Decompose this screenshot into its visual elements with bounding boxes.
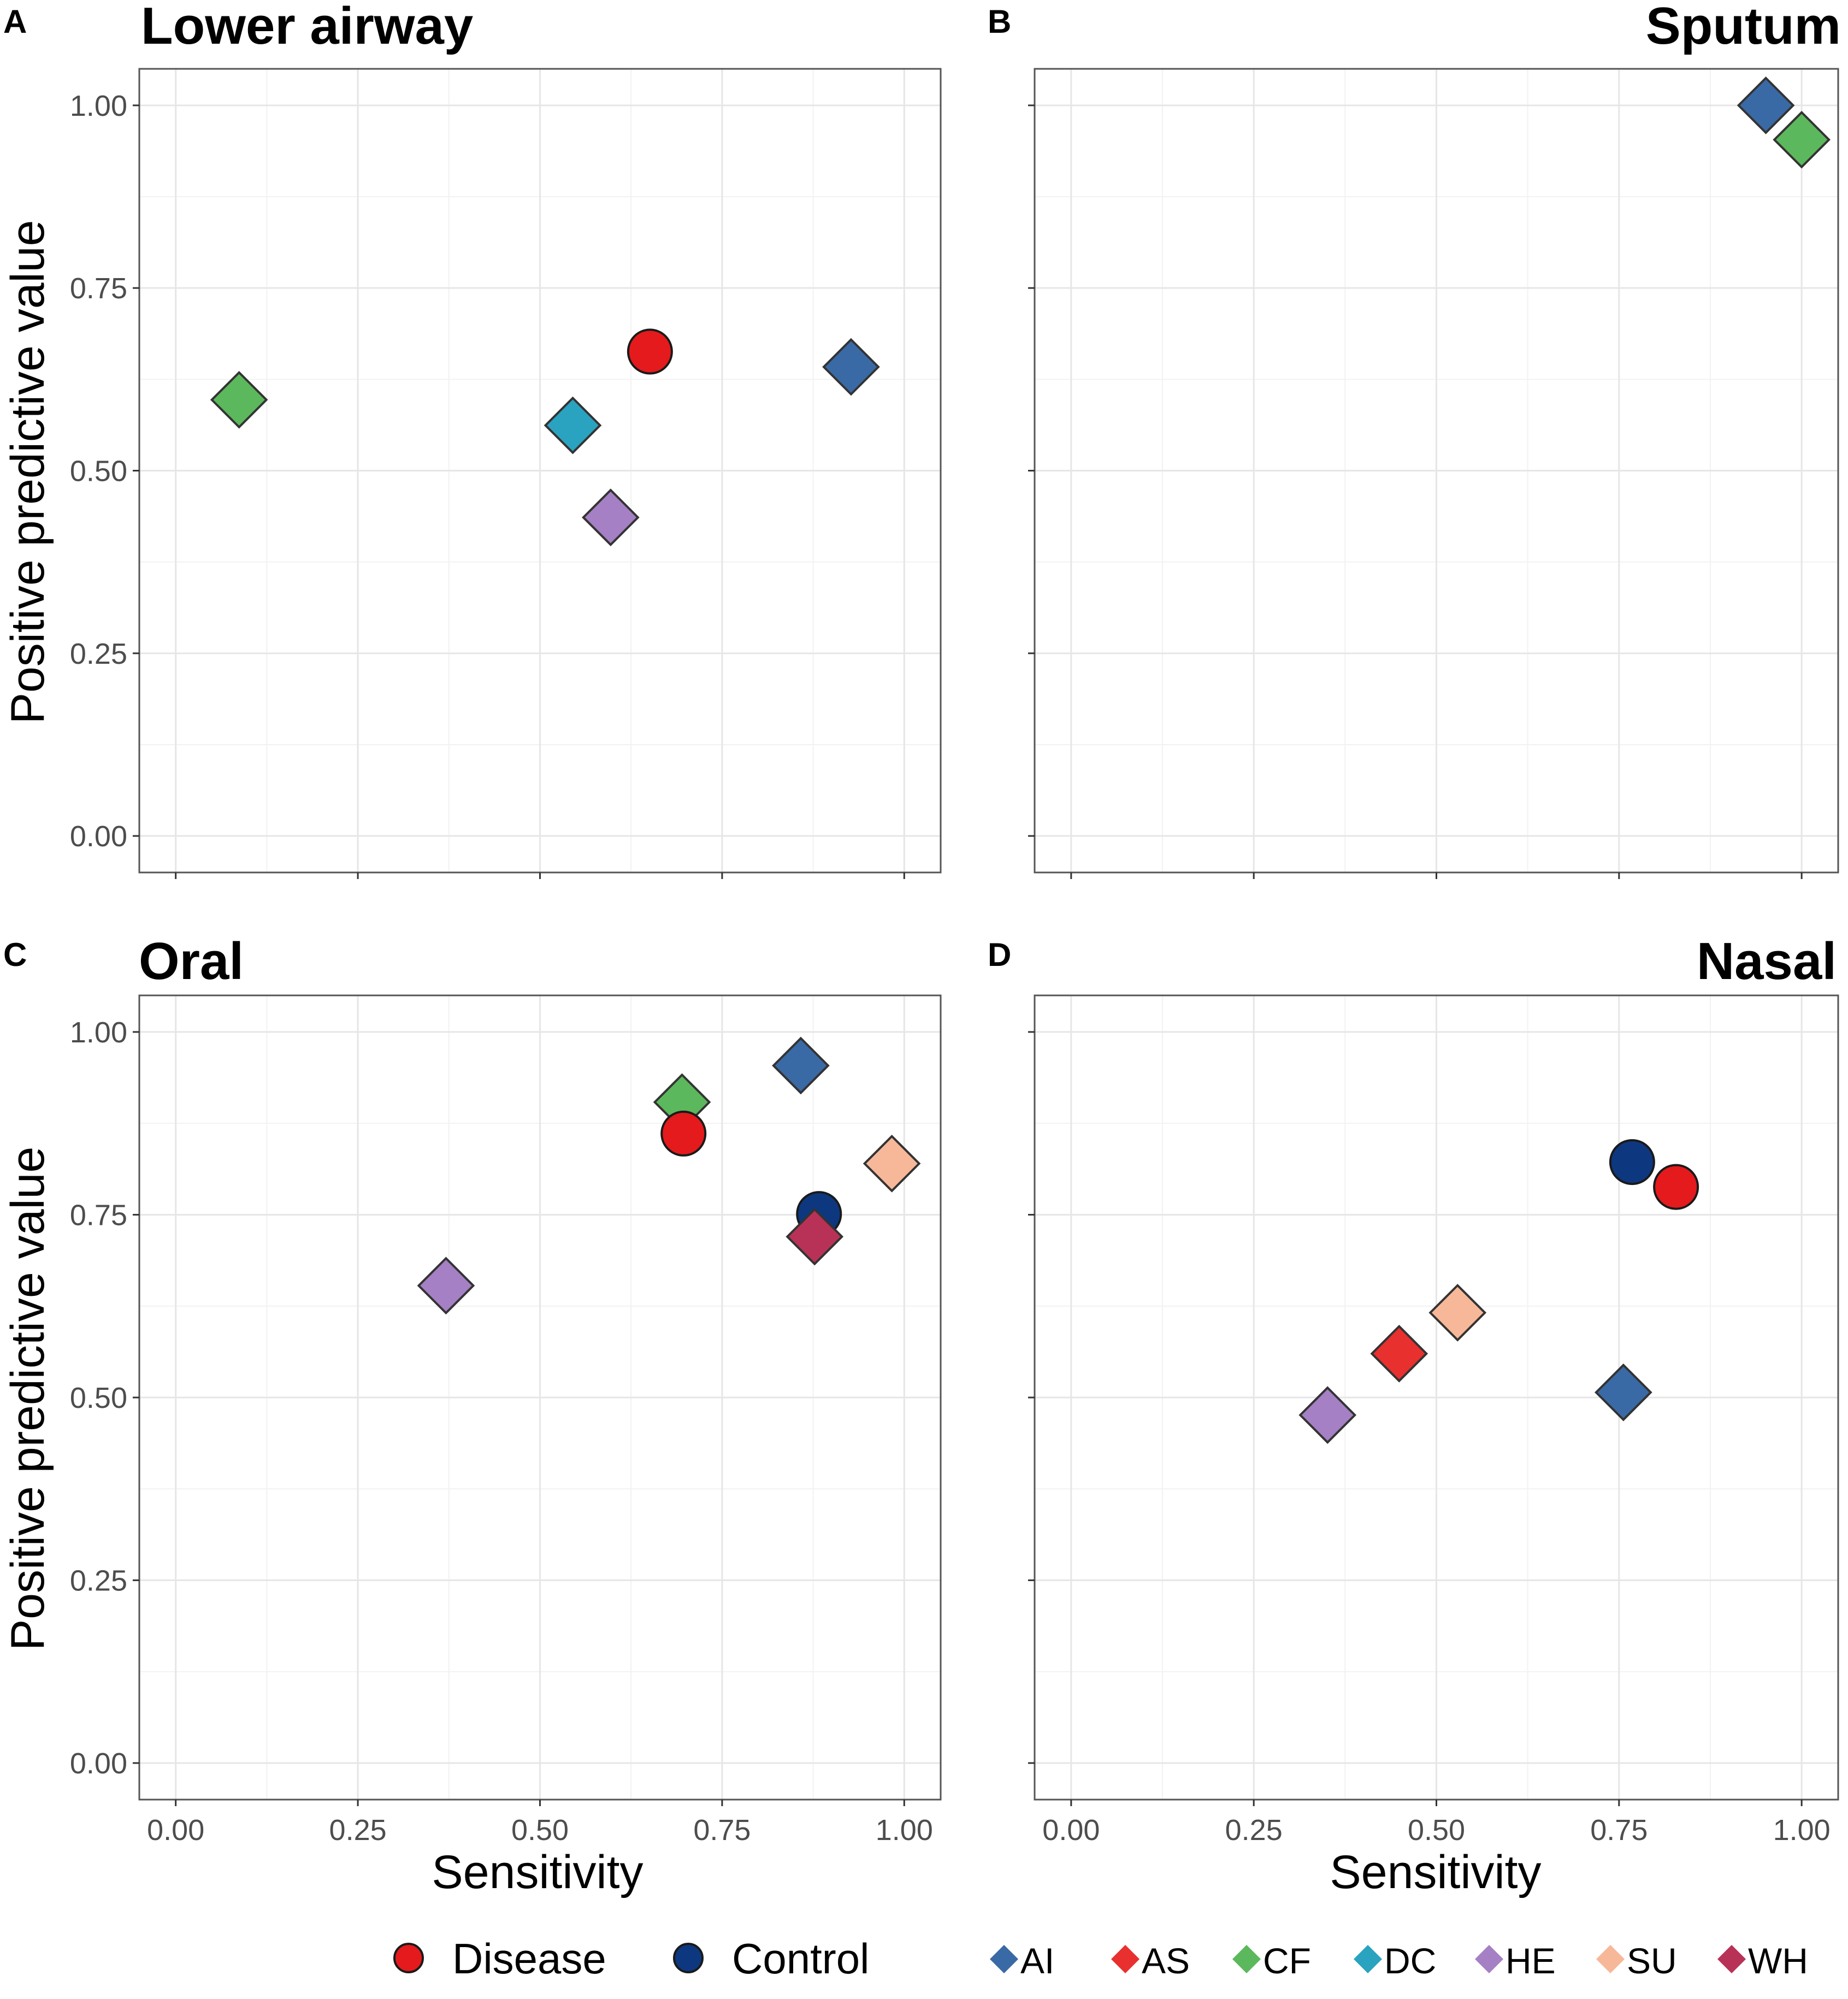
data-point-control	[1609, 1139, 1655, 1186]
legend-marker-dc	[1354, 1945, 1382, 1973]
legend-marker-su	[1596, 1945, 1625, 1973]
y-tick-label: 0.50	[70, 1382, 127, 1414]
legend-marker-cf	[1232, 1945, 1261, 1973]
panel-title: Oral	[139, 932, 244, 990]
legend: Disease Control AI AS CF DC HE SU WH	[393, 1935, 1808, 1983]
data-point-as	[1370, 1324, 1428, 1383]
y-tick-label: 0.75	[70, 272, 127, 305]
x-tick-label: 0.25	[329, 1814, 387, 1847]
legend-marker-he	[1475, 1945, 1503, 1973]
grid	[1035, 69, 1838, 872]
data-point-su	[863, 1134, 921, 1193]
y-axis-title: Positive predictive value	[2, 220, 54, 724]
panel-lower-airway: A Lower airway 0.00 0.25 0.50 0.75 1.00 Posi…	[2, 0, 942, 879]
y-tick-label: 0.50	[70, 455, 127, 488]
legend-label-disease: Disease	[452, 1935, 606, 1983]
x-tick-label: 1.00	[876, 1814, 933, 1847]
legend-label-as: AS	[1142, 1941, 1190, 1981]
data-point-cf	[210, 370, 268, 429]
data-point-disease	[627, 328, 673, 375]
legend-marker-disease	[393, 1943, 424, 1973]
data-point-he	[417, 1257, 475, 1315]
panel-title: Lower airway	[141, 0, 473, 55]
y-tick-label: 0.00	[70, 820, 127, 853]
legend-label-ai: AI	[1020, 1941, 1054, 1981]
data-point-disease	[1653, 1164, 1699, 1210]
x-tick-label: 0.25	[1225, 1814, 1283, 1847]
x-tick-label: 0.00	[147, 1814, 204, 1847]
legend-marker-ai	[990, 1945, 1018, 1973]
x-tick-label: 0.75	[1590, 1814, 1648, 1847]
x-tick-label: 0.50	[511, 1814, 569, 1847]
panel-label: C	[3, 936, 27, 973]
legend-marker-control	[673, 1943, 704, 1973]
x-tick-label: 1.00	[1773, 1814, 1831, 1847]
data-point-dc	[544, 396, 602, 455]
legend-label-wh: WH	[1748, 1941, 1808, 1981]
y-axis-title: Positive predictive value	[2, 1147, 54, 1651]
data-point-su	[1428, 1283, 1487, 1342]
data-point-cf	[1773, 110, 1831, 169]
x-axis-title: Sensitivity	[432, 1846, 643, 1898]
grid	[1035, 995, 1838, 1800]
legend-marker-as	[1111, 1945, 1139, 1973]
x-tick-label: 0.00	[1042, 1814, 1100, 1847]
x-tick-label: 0.50	[1408, 1814, 1465, 1847]
y-tick-label: 0.00	[70, 1747, 127, 1780]
legend-label-cf: CF	[1263, 1941, 1311, 1981]
legend-label-su: SU	[1627, 1941, 1677, 1981]
plot-markers	[1298, 1139, 1699, 1444]
panel-label: B	[988, 3, 1011, 40]
data-point-ai	[1595, 1363, 1652, 1422]
legend-marker-wh	[1717, 1945, 1746, 1973]
panel-nasal: D Nasal 0.00 0.25 0.50 0.75 1.00 Sensitivity	[988, 932, 1839, 1898]
panel-oral: C Oral 0.00 0.25 0.50 0.75 1.000.000.250.500…	[2, 932, 942, 1898]
x-tick-label: 0.75	[693, 1814, 751, 1847]
plot-markers	[417, 1036, 921, 1315]
legend-label-dc: DC	[1384, 1941, 1436, 1981]
grid	[139, 995, 941, 1800]
y-tick-label: 1.00	[70, 90, 127, 122]
panel-title: Sputum	[1646, 0, 1841, 55]
data-point-disease	[660, 1110, 707, 1157]
axis-ticks: 0.00 0.25 0.50 0.75 1.00 0.00 0.25 0.50 0.75 1.00	[70, 1016, 933, 1847]
panel-label: D	[988, 936, 1011, 973]
data-point-he	[1298, 1386, 1357, 1444]
axis-ticks	[1028, 104, 1803, 879]
grid	[139, 69, 941, 872]
y-tick-label: 0.25	[70, 1565, 127, 1597]
x-axis-title: Sensitivity	[1330, 1846, 1541, 1898]
y-tick-label: 1.00	[70, 1016, 127, 1049]
y-tick-label: 0.75	[70, 1199, 127, 1231]
data-point-ai	[822, 338, 880, 396]
data-point-he	[582, 488, 640, 546]
legend-label-he: HE	[1505, 1941, 1556, 1981]
data-point-ai	[1737, 76, 1795, 134]
plot-markers	[1737, 76, 1831, 169]
data-point-ai	[772, 1036, 830, 1095]
axis-ticks: 0.00 0.25 0.50 0.75 1.00	[1028, 1031, 1831, 1847]
data-point-wh	[786, 1207, 844, 1266]
panel-label: A	[3, 3, 27, 40]
plot-markers	[210, 328, 880, 546]
axis-ticks: 0.00 0.25 0.50 0.75 1.00	[70, 90, 905, 879]
panel-sputum: B Sputum	[988, 0, 1841, 879]
legend-label-control: Control	[732, 1935, 869, 1983]
panel-title: Nasal	[1697, 932, 1837, 990]
y-tick-label: 0.25	[70, 638, 127, 670]
